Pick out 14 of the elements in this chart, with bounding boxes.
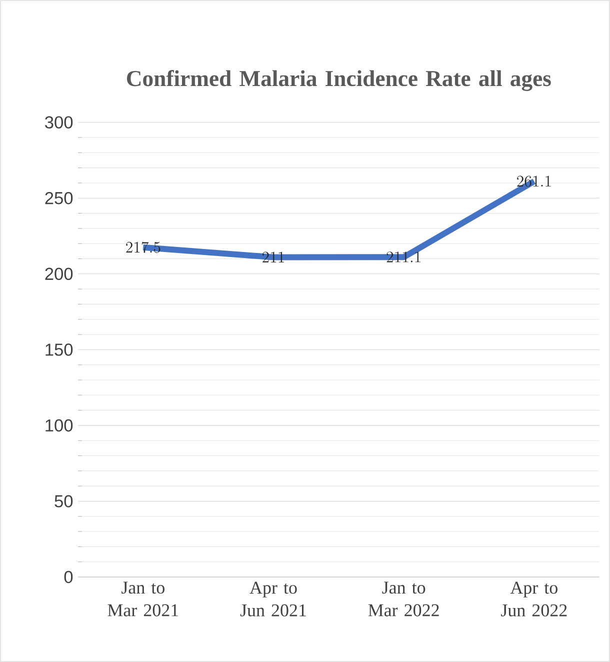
data-label: 211 . 1 [386, 252, 420, 262]
chart-title: Confirmed Malaria Incidence Rate all ages [126, 70, 551, 91]
x-tick-label: Jan to Mar 2022 [368, 582, 439, 616]
x-tick-label: Apr to Jun 2021 [240, 582, 306, 616]
y-tick-label: 300 [45, 116, 73, 128]
y-tick-label: 50 [54, 495, 73, 508]
y-tick-label: 100 [46, 419, 73, 432]
data-label: 211 [262, 252, 284, 262]
y-tick-label: 0 [64, 570, 73, 584]
x-tick-label: Jan to Mar 2021 [108, 582, 178, 616]
y-tick-label: 250 [45, 192, 73, 204]
y-tick-label: 150 [46, 344, 73, 356]
x-tick-label: Apr to Jun 2022 [501, 582, 567, 616]
y-tick-label: 200 [45, 268, 73, 280]
